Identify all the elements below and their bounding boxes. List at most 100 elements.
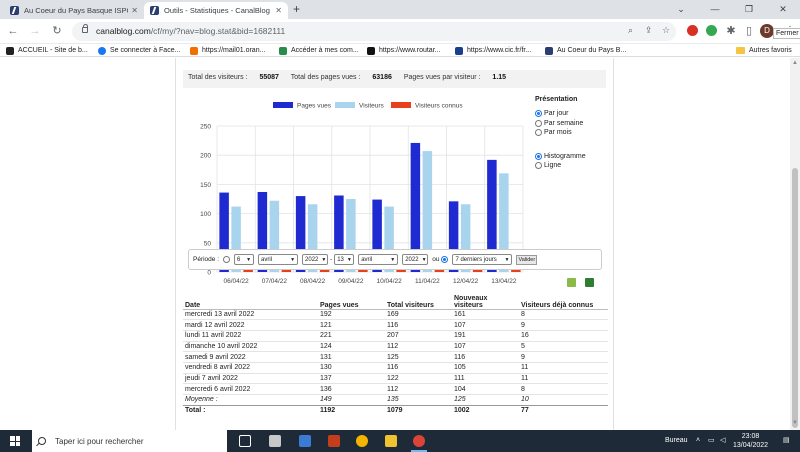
bookmark-item[interactable]: Accéder à mes com... [279,45,359,56]
tray-chevron-icon[interactable]: ˄ [696,437,701,444]
table-cell: 116 [385,362,452,374]
forward-icon[interactable]: → [29,25,41,37]
side-panel-icon[interactable]: ▯ [745,25,753,37]
radio-par-semaine[interactable]: Par semaine [535,119,615,129]
radio-histogramme[interactable]: Histogramme [535,152,615,162]
table-cell: 121 [318,319,385,331]
to-day-select[interactable]: 13 ▼ [334,254,355,265]
table-average-row: Moyenne :149 135 125 10 [183,394,608,406]
legend-label: Visiteurs [359,103,385,110]
radio-icon[interactable] [535,152,542,160]
stats-table: Date Pages vues Total visiteurs Nouveaux… [183,291,608,416]
table-cell: 107 [452,341,519,353]
bookmark-item[interactable]: Se connecter à Face... [98,45,180,56]
header-nouveaux-visiteurs: Nouveaux visiteurs [452,291,519,310]
other-bookmarks[interactable]: Autres favoris [736,45,792,56]
reload-icon[interactable]: ↻ [52,25,62,37]
radio-custom-range[interactable] [223,256,231,263]
bookmark-item[interactable]: https://www.routar... [367,45,440,56]
file-explorer-icon[interactable] [385,435,397,447]
restore-icon[interactable]: ❐ [744,4,754,14]
window-close-icon[interactable]: ✕ [779,4,787,14]
radio-preset[interactable] [441,256,449,263]
table-row: lundi 11 avril 2022 221 207 191 16 [183,330,608,342]
export-csv-icon[interactable] [567,278,576,287]
scroll-down-icon[interactable]: ▼ [792,420,798,426]
taskbar-search-input[interactable]: Taper ici pour rechercher [32,430,227,452]
range-dash: - [330,256,333,263]
notifications-icon[interactable]: ▤ [783,437,790,444]
volume-icon[interactable]: ◁ [720,437,726,444]
network-icon[interactable]: ▭ [708,437,715,444]
extension-icon[interactable] [706,25,717,36]
export-excel-icon[interactable] [585,278,594,287]
adblock-extension-icon[interactable] [687,25,698,36]
bar-visiteurs [460,204,471,272]
bookmark-item[interactable]: ACCUEIL - Site de b... [6,45,88,56]
x-tick-label: 08/04/22 [300,278,326,285]
page-content: Total des visiteurs : 55087 Total des pa… [0,58,790,430]
tab-outils-statistiques[interactable]: Outils - Statistiques - CanalBlog ✕ [144,2,288,19]
radio-icon[interactable] [535,110,542,118]
minimize-icon[interactable]: — [710,4,720,14]
tab-close-icon[interactable]: ✕ [131,6,138,15]
table-cell: 11 [519,373,608,385]
address-bar[interactable]: canalblog.com/cf/my/?nav=blog.stat&bid=1… [72,22,676,41]
back-icon[interactable]: ← [7,25,19,37]
windows-start-icon[interactable] [10,436,20,446]
bookmark-item[interactable]: Au Coeur du Pays B... [545,45,626,56]
legend-swatch [273,102,293,108]
scrollbar-thumb[interactable] [792,168,798,428]
table-row: dimanche 10 avril 2022 124 112 107 5 [183,341,608,353]
mail-app-icon[interactable] [299,435,311,447]
bookmark-label: https://www.cic.fr/fr... [467,47,532,54]
task-view-icon[interactable] [239,435,251,447]
bar-visiteurs [269,200,280,272]
file-app-icon[interactable] [269,435,281,447]
to-year-select[interactable]: 2022 ▼ [402,254,429,265]
url-text[interactable]: canalblog.com/cf/my/?nav=blog.stat&bid=1… [96,26,286,36]
preset-select[interactable]: 7 derniers jours ▼ [452,254,513,265]
from-month-select[interactable]: avril ▼ [258,254,299,265]
from-year-select[interactable]: 2022 ▼ [302,254,329,265]
x-tick-label: 10/04/22 [376,278,402,285]
radio-icon[interactable] [535,162,542,170]
bookmark-item[interactable]: https://mail01.oran... [190,45,265,56]
tab-au-coeur-du-pays-basque[interactable]: Au Coeur du Pays Basque ISPOUR ✕ [4,2,144,19]
bar-visiteurs [384,206,394,272]
powerpoint-icon[interactable] [328,435,340,447]
table-row: samedi 9 avril 2022 131 125 116 9 [183,351,608,363]
table-cell: lundi 11 avril 2022 [183,330,318,342]
bar-visiteurs [499,173,509,272]
system-clock[interactable]: 23:08 13/04/2022 [733,432,768,450]
table-cell: 1192 [320,407,336,415]
valider-button[interactable]: Valider [516,254,538,265]
radio-par-mois[interactable]: Par mois [535,128,615,138]
radio-par-jour[interactable]: Par jour [535,109,615,119]
presentation-panel: Présentation Par jour Par semaine Par mo… [535,96,615,171]
chevron-down-icon[interactable]: ⌄ [677,4,685,14]
bookmark-item[interactable]: https://www.cic.fr/fr... [455,45,531,56]
tab-title: Au Coeur du Pays Basque ISPOUR [24,6,128,15]
scroll-up-icon[interactable]: ▲ [792,60,798,66]
share-icon[interactable]: ⇪ [645,25,653,35]
from-day-select[interactable]: 6 ▼ [234,254,255,265]
to-month-select[interactable]: avril ▼ [358,254,399,265]
new-tab-icon[interactable]: + [293,2,301,16]
tab-close-icon[interactable]: ✕ [275,6,282,15]
table-cell: vendredi 8 avril 2022 [183,362,318,374]
page-scrollbar[interactable]: ▲ ▼ [790,58,800,430]
bar-pages-vues [372,199,382,272]
profile-avatar[interactable]: D [760,24,774,38]
desktop-label[interactable]: Bureau [665,437,688,444]
radio-icon[interactable] [535,119,542,127]
bookmark-label: Au Coeur du Pays B... [557,47,627,54]
radio-icon[interactable] [535,129,542,137]
chrome-canary-icon[interactable] [356,435,368,447]
chrome-icon[interactable] [413,435,425,447]
bookmark-label: Autres favoris [749,47,792,54]
search-icon[interactable]: ⌕ [628,25,634,35]
bookmark-star-icon[interactable]: ☆ [662,25,671,35]
puzzle-extensions-icon[interactable]: ✱ [726,25,736,37]
radio-ligne[interactable]: Ligne [535,161,615,171]
